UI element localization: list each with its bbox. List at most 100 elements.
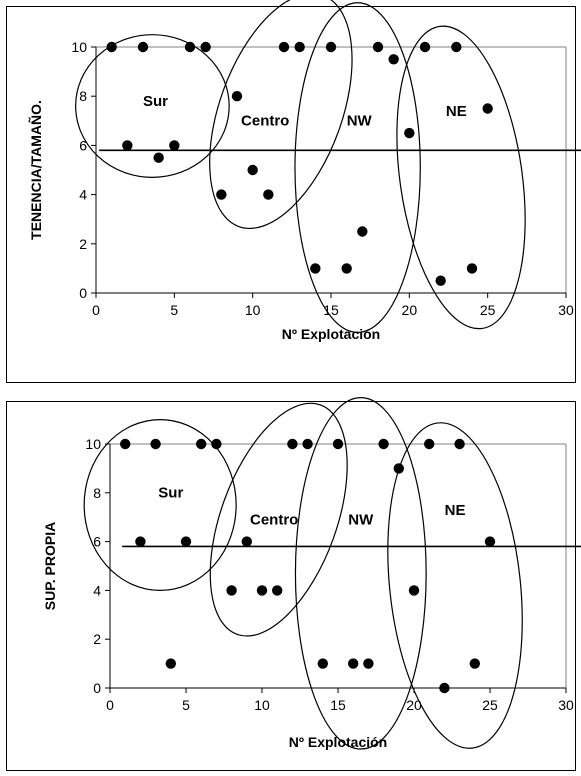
group-label-ne: NE bbox=[445, 502, 466, 519]
data-point bbox=[211, 438, 222, 450]
data-point bbox=[294, 41, 305, 53]
data-point bbox=[272, 585, 283, 596]
data-point bbox=[184, 41, 196, 53]
data-point bbox=[378, 438, 389, 450]
data-point bbox=[482, 103, 493, 114]
data-point bbox=[231, 91, 243, 102]
group-ellipse-centro bbox=[209, 402, 348, 637]
data-point bbox=[216, 189, 227, 200]
data-point bbox=[372, 41, 384, 53]
y-tick-label: 4 bbox=[93, 582, 101, 598]
x-tick-label: 30 bbox=[558, 697, 574, 713]
data-point bbox=[404, 127, 415, 139]
x-tick-label: 5 bbox=[182, 697, 190, 713]
group-ellipse-centro bbox=[209, 0, 353, 230]
x-tick-label: 0 bbox=[106, 697, 114, 713]
data-point bbox=[363, 658, 374, 669]
data-point bbox=[388, 54, 399, 65]
data-point bbox=[263, 189, 274, 200]
data-point bbox=[150, 438, 161, 450]
data-point bbox=[357, 226, 368, 237]
y-tick-label: 8 bbox=[79, 88, 87, 104]
data-point bbox=[332, 438, 344, 450]
data-point bbox=[424, 438, 435, 450]
y-tick-label: 6 bbox=[93, 534, 101, 550]
group-ellipse-ne bbox=[396, 25, 526, 330]
data-point bbox=[169, 140, 180, 151]
group-label-nw: NW bbox=[347, 113, 373, 130]
x-tick-label: 20 bbox=[402, 302, 418, 318]
x-tick-label: 25 bbox=[482, 697, 498, 713]
data-point bbox=[256, 585, 268, 596]
x-tick-label: 15 bbox=[323, 302, 339, 318]
x-tick-label: 10 bbox=[245, 302, 261, 318]
data-point bbox=[247, 164, 258, 176]
data-point bbox=[341, 263, 352, 274]
data-point bbox=[393, 463, 404, 474]
data-point bbox=[451, 41, 462, 53]
data-point bbox=[106, 41, 117, 53]
data-point bbox=[469, 658, 480, 669]
y-tick-label: 2 bbox=[79, 236, 87, 252]
data-point bbox=[122, 140, 133, 151]
x-tick-label: 30 bbox=[558, 302, 574, 318]
group-ellipse-ne bbox=[387, 422, 523, 749]
group-ellipse-sur bbox=[75, 34, 230, 178]
y-tick-label: 6 bbox=[79, 137, 87, 153]
x-axis-title: Nº Explotación bbox=[282, 326, 380, 342]
data-point bbox=[435, 275, 446, 286]
data-point bbox=[278, 41, 290, 53]
y-tick-label: 0 bbox=[93, 680, 101, 696]
data-point bbox=[241, 536, 252, 547]
data-point bbox=[302, 438, 313, 450]
data-point bbox=[317, 658, 328, 669]
data-point bbox=[408, 585, 420, 596]
group-label-sur: Sur bbox=[158, 485, 183, 502]
data-point bbox=[484, 536, 496, 547]
data-point bbox=[120, 438, 131, 450]
data-point bbox=[325, 41, 337, 53]
x-axis-title: Nº Explotación bbox=[289, 734, 387, 750]
x-tick-label: 15 bbox=[330, 697, 346, 713]
scatter-chart-sup-propia: 0 5 10 15 20 25 30 0 2 4 6 8 10 Nº Explotación SUP. PR… bbox=[42, 397, 581, 750]
y-tick-label: 10 bbox=[85, 436, 101, 452]
data-point bbox=[180, 536, 192, 547]
y-tick-label: 8 bbox=[93, 485, 101, 501]
group-ellipse-nw bbox=[294, 2, 421, 333]
x-tick-label: 20 bbox=[406, 697, 422, 713]
group-ellipse-sur bbox=[83, 418, 237, 592]
group-ellipse-nw bbox=[294, 397, 427, 750]
y-tick-label: 0 bbox=[79, 285, 87, 301]
data-point bbox=[287, 438, 298, 450]
group-label-centro: Centro bbox=[241, 113, 289, 130]
data-point bbox=[135, 536, 146, 547]
group-label-sur: Sur bbox=[143, 93, 168, 110]
data-point bbox=[226, 585, 237, 596]
chart-panel-sup-propia: 0 5 10 15 20 25 30 0 2 4 6 8 10 Nº Explotación SUP. PR… bbox=[6, 397, 581, 771]
y-tick-label: 4 bbox=[79, 187, 87, 203]
y-axis-title: SUP. PROPIA bbox=[42, 522, 58, 610]
x-tick-label: 0 bbox=[92, 302, 100, 318]
x-tick-label: 25 bbox=[480, 302, 496, 318]
data-point bbox=[454, 438, 465, 450]
data-point bbox=[419, 41, 431, 53]
data-point bbox=[466, 263, 478, 274]
x-tick-label: 10 bbox=[254, 697, 270, 713]
group-label-centro: Centro bbox=[250, 512, 298, 529]
data-point bbox=[200, 41, 211, 53]
y-tick-label: 2 bbox=[93, 631, 101, 647]
group-label-nw: NW bbox=[348, 512, 374, 529]
y-tick-label: 10 bbox=[71, 39, 87, 55]
y-axis-title: TENENCIA/TAMAÑO. bbox=[27, 100, 44, 240]
x-tick-label: 5 bbox=[170, 302, 178, 318]
chart-panel-tenencia: 0 5 10 15 20 25 30 0 2 4 6 8 10 Nº Explotación TENENCI… bbox=[6, 0, 581, 383]
data-point bbox=[439, 682, 450, 694]
scatter-chart-tenencia: 0 5 10 15 20 25 30 0 2 4 6 8 10 Nº Explotación TENENCI… bbox=[27, 0, 581, 342]
group-label-ne: NE bbox=[446, 103, 467, 120]
data-point bbox=[348, 658, 359, 669]
data-point bbox=[196, 438, 207, 450]
data-point bbox=[165, 658, 176, 669]
data-point bbox=[310, 263, 321, 274]
data-point bbox=[137, 41, 149, 53]
data-point bbox=[153, 152, 164, 163]
